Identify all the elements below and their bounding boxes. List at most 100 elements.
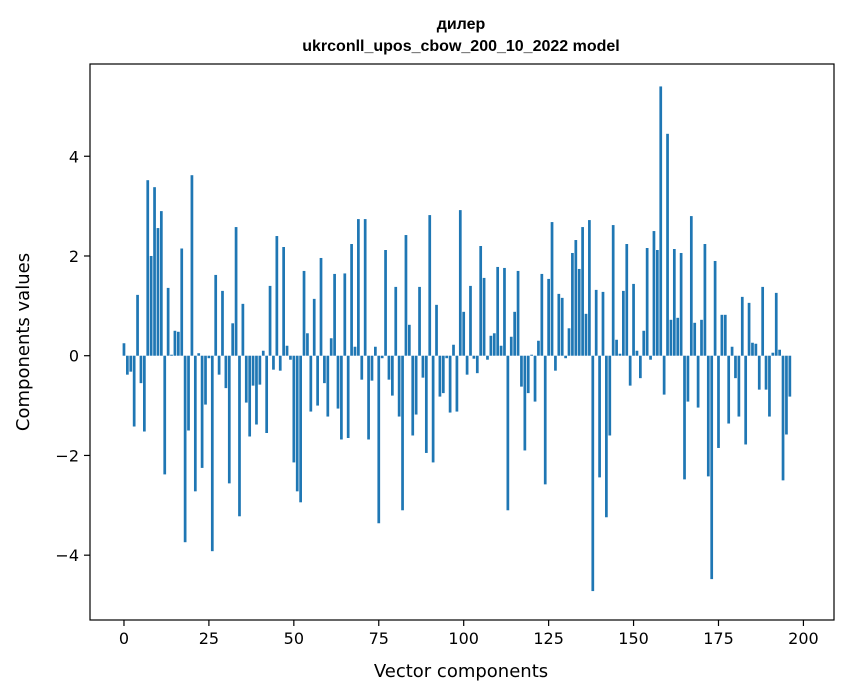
bar-166 bbox=[686, 355, 690, 402]
bar-142 bbox=[605, 355, 608, 518]
bar-0 bbox=[122, 343, 126, 356]
bar-114 bbox=[509, 336, 513, 356]
bar-171 bbox=[703, 244, 707, 356]
chart-title-group: дилер ukrconll_upos_cbow_200_10_2022 mod… bbox=[302, 16, 619, 55]
bar-118 bbox=[523, 355, 527, 451]
bar-134 bbox=[577, 268, 581, 356]
bar-175 bbox=[717, 355, 720, 448]
bar-149 bbox=[628, 355, 632, 386]
bar-181 bbox=[737, 355, 741, 417]
bar-99 bbox=[458, 210, 462, 356]
bar-7 bbox=[146, 180, 150, 356]
bar-22 bbox=[197, 353, 201, 356]
x-tick-label: 0 bbox=[119, 629, 129, 648]
y-tick-label: 2 bbox=[69, 247, 79, 266]
bar-184 bbox=[747, 302, 751, 356]
bar-179 bbox=[730, 346, 734, 356]
bar-41 bbox=[261, 350, 265, 356]
bar-144 bbox=[611, 225, 615, 356]
bar-195 bbox=[785, 355, 788, 435]
bar-92 bbox=[435, 304, 438, 356]
bar-12 bbox=[163, 355, 167, 475]
x-tick-label: 150 bbox=[618, 629, 649, 648]
bar-129 bbox=[560, 297, 564, 356]
bar-104 bbox=[475, 355, 479, 374]
bar-173 bbox=[710, 355, 714, 580]
bar-116 bbox=[516, 270, 520, 356]
bar-55 bbox=[309, 355, 313, 412]
bar-71 bbox=[363, 219, 367, 356]
bar-93 bbox=[438, 355, 442, 397]
bar-79 bbox=[391, 355, 394, 396]
x-tick-label: 25 bbox=[199, 629, 219, 648]
x-tick-label: 50 bbox=[284, 629, 304, 648]
bar-125 bbox=[547, 278, 550, 356]
bar-101 bbox=[465, 355, 469, 375]
bar-90 bbox=[428, 215, 432, 356]
bar-185 bbox=[751, 342, 754, 356]
bar-131 bbox=[567, 328, 571, 356]
bar-61 bbox=[329, 338, 333, 356]
bar-95 bbox=[445, 355, 449, 359]
bar-170 bbox=[700, 319, 703, 356]
bar-27 bbox=[214, 274, 218, 356]
bar-53 bbox=[302, 270, 306, 356]
x-axis-ticks: 0 25 50 75 100 125 150 175 200 bbox=[119, 620, 819, 648]
bar-157 bbox=[655, 250, 659, 356]
bar-178 bbox=[727, 355, 731, 424]
bar-72 bbox=[367, 355, 370, 440]
bar-136 bbox=[584, 313, 588, 356]
bar-158 bbox=[659, 86, 663, 356]
bar-169 bbox=[696, 355, 700, 408]
bar-54 bbox=[306, 333, 309, 356]
bar-11 bbox=[159, 211, 163, 356]
bar-46 bbox=[278, 355, 282, 371]
bar-94 bbox=[441, 355, 445, 394]
bar-155 bbox=[649, 355, 652, 360]
bar-82 bbox=[401, 355, 404, 511]
bar-70 bbox=[360, 355, 364, 380]
bar-52 bbox=[299, 355, 302, 503]
bar-105 bbox=[479, 246, 483, 356]
bar-186 bbox=[754, 343, 758, 356]
y-axis-ticks: −4 −2 0 2 4 bbox=[55, 147, 90, 565]
bar-78 bbox=[387, 355, 391, 380]
bar-28 bbox=[217, 355, 221, 375]
bar-84 bbox=[407, 324, 411, 356]
bar-187 bbox=[757, 355, 761, 390]
bar-19 bbox=[187, 355, 190, 431]
bar-190 bbox=[768, 355, 771, 417]
bar-120 bbox=[530, 354, 533, 356]
bar-29 bbox=[221, 290, 224, 356]
bar-62 bbox=[333, 273, 336, 356]
bar-36 bbox=[244, 355, 248, 403]
bar-31 bbox=[227, 355, 231, 484]
bar-147 bbox=[622, 290, 625, 356]
bar-37 bbox=[248, 355, 252, 437]
bar-56 bbox=[312, 298, 316, 356]
bar-34 bbox=[238, 355, 241, 517]
bar-58 bbox=[319, 257, 323, 356]
bar-174 bbox=[713, 260, 717, 356]
bar-192 bbox=[774, 292, 778, 356]
bar-81 bbox=[397, 355, 401, 417]
bar-67 bbox=[350, 244, 353, 356]
x-tick-label: 125 bbox=[533, 629, 564, 648]
y-tick-label: 0 bbox=[69, 347, 79, 366]
bar-167 bbox=[689, 216, 693, 356]
bar-51 bbox=[295, 355, 299, 492]
bar-113 bbox=[506, 355, 510, 511]
bar-132 bbox=[571, 252, 574, 356]
bar-172 bbox=[706, 355, 710, 477]
bar-193 bbox=[778, 349, 781, 356]
bar-38 bbox=[251, 355, 255, 386]
bar-3 bbox=[132, 355, 136, 427]
bar-102 bbox=[469, 285, 472, 356]
bar-176 bbox=[720, 314, 724, 356]
bar-73 bbox=[370, 355, 374, 381]
x-tick-label: 75 bbox=[369, 629, 389, 648]
x-tick-label: 100 bbox=[448, 629, 479, 648]
bar-91 bbox=[431, 355, 435, 463]
bar-2 bbox=[129, 355, 133, 372]
